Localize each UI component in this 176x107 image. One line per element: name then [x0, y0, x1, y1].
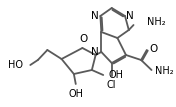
Text: O: O: [79, 34, 87, 44]
Text: O: O: [150, 44, 158, 54]
Text: N: N: [126, 11, 134, 21]
Text: N: N: [91, 11, 99, 21]
Text: OH: OH: [68, 89, 83, 99]
Text: HO: HO: [8, 60, 23, 70]
Text: Cl: Cl: [107, 80, 117, 90]
Text: NH₂: NH₂: [147, 17, 165, 27]
Text: N: N: [91, 47, 99, 57]
Text: NH₂: NH₂: [155, 66, 174, 76]
Text: OH: OH: [109, 70, 124, 80]
